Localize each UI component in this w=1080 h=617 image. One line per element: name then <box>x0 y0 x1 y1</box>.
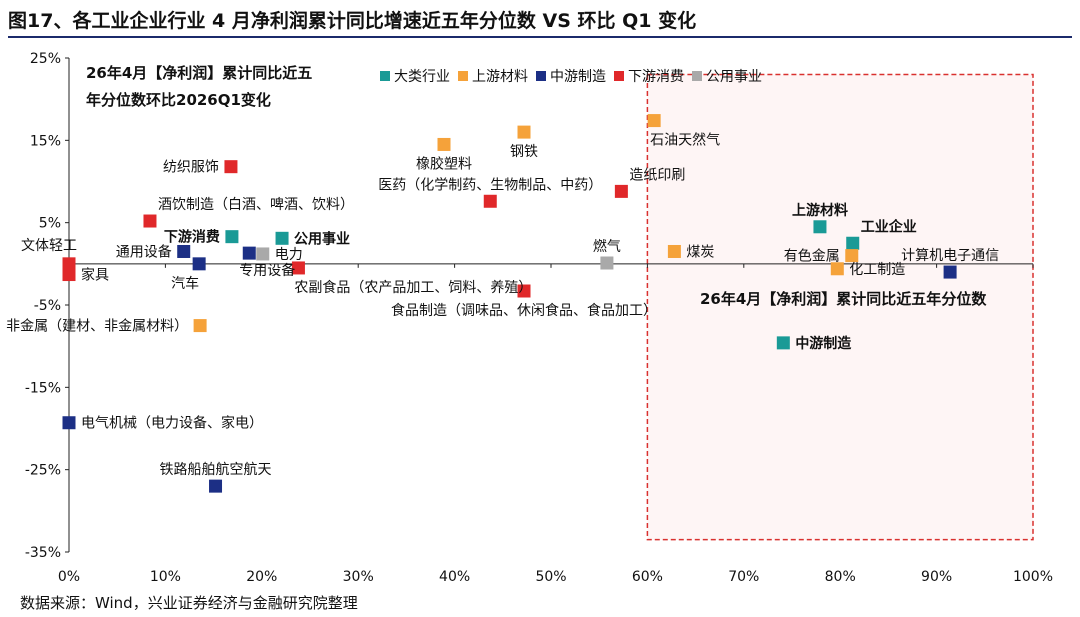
legend-item-utilities: 公用事业 <box>692 66 762 86</box>
legend: 大类行业 上游材料 中游制造 下游消费 公用事业 <box>380 66 762 86</box>
figure-title: 图17、各工业企业行业 4 月净利润累计同比增速近五年分位数 VS 环比 Q1 … <box>8 10 697 32</box>
chart-title-line2: 年分位数环比2026Q1变化 <box>86 91 271 109</box>
data-point <box>813 220 827 234</box>
x-tick-label: 20% <box>246 569 277 585</box>
x-tick-label: 70% <box>728 569 759 585</box>
x-tick-label: 10% <box>150 569 181 585</box>
x-tick-label: 80% <box>825 569 856 585</box>
data-label: 非金属（建材、非金属材料） <box>6 319 188 335</box>
data-label: 下游消费 <box>164 229 220 246</box>
data-point <box>143 214 157 228</box>
data-point <box>614 184 628 198</box>
legend-swatch-midstream <box>536 71 546 81</box>
data-label: 食品制造（调味品、休闲食品、食品加工） <box>391 302 657 319</box>
data-label: 医药（化学制药、生物制品、中药） <box>378 177 602 193</box>
x-tick-label: 100% <box>1013 569 1053 585</box>
data-label: 纺织服饰 <box>163 160 219 176</box>
legend-item-broad: 大类行业 <box>380 66 450 86</box>
legend-item-downstream: 下游消费 <box>614 66 684 86</box>
x-tick-label: 60% <box>632 569 663 585</box>
data-label: 专用设备 <box>239 262 295 279</box>
data-point <box>62 416 76 430</box>
y-tick-label: 15% <box>30 133 61 149</box>
data-label: 石油天然气 <box>650 132 720 149</box>
data-label: 中游制造 <box>795 335 851 352</box>
x-tick-label: 90% <box>921 569 952 585</box>
data-point <box>193 319 207 333</box>
data-label: 公用事业 <box>294 230 350 247</box>
data-point <box>483 194 497 208</box>
data-point <box>177 244 191 258</box>
data-label: 汽车 <box>171 275 199 292</box>
chart-title: 26年4月【净利润】累计同比近五 年分位数环比2026Q1变化 <box>86 60 366 114</box>
data-label: 计算机电子通信 <box>901 248 999 264</box>
legend-label-midstream: 中游制造 <box>550 69 606 85</box>
legend-item-upstream: 上游材料 <box>458 66 528 86</box>
data-point <box>192 257 206 271</box>
data-point <box>62 257 76 271</box>
data-point <box>275 231 289 245</box>
y-tick-label: -35% <box>25 545 61 561</box>
data-point <box>291 261 305 275</box>
data-point <box>846 236 860 250</box>
data-label: 煤炭 <box>686 244 714 260</box>
data-point <box>62 268 76 282</box>
x-tick-label: 0% <box>58 569 80 585</box>
data-point <box>242 246 256 260</box>
data-point <box>667 244 681 258</box>
data-label: 通用设备 <box>116 243 172 260</box>
title-rule <box>8 36 1072 38</box>
y-tick-label: -5% <box>34 298 61 314</box>
data-point <box>845 249 859 263</box>
highlight-region <box>646 73 1034 541</box>
legend-label-broad: 大类行业 <box>394 69 450 85</box>
data-label: 电力 <box>275 247 303 263</box>
data-point <box>256 247 270 261</box>
legend-swatch-upstream <box>458 71 468 81</box>
quadrant-label: 26年4月【净利润】累计同比近五年分位数 <box>700 290 987 308</box>
data-label: 农副食品（农产品加工、饲料、养殖） <box>294 279 532 296</box>
data-label: 燃气 <box>593 238 621 255</box>
data-point <box>647 114 661 128</box>
data-point <box>517 125 531 139</box>
data-point <box>943 265 957 279</box>
data-point <box>224 160 238 174</box>
data-label: 家具 <box>81 267 109 284</box>
chart-title-line1: 26年4月【净利润】累计同比近五 <box>86 64 313 82</box>
legend-swatch-utilities <box>692 71 702 81</box>
data-point <box>600 256 614 270</box>
data-point <box>437 137 451 151</box>
data-label: 铁路船舶航空航天 <box>160 462 272 478</box>
data-label: 橡胶塑料 <box>416 155 472 172</box>
y-tick-label: 5% <box>39 216 61 232</box>
data-label: 工业企业 <box>861 218 917 235</box>
data-point <box>225 230 239 244</box>
data-label: 酒饮制造（白酒、啤酒、饮料） <box>158 197 354 213</box>
legend-swatch-broad <box>380 71 390 81</box>
data-label: 化工制造 <box>849 262 905 278</box>
data-label: 有色金属 <box>784 248 840 265</box>
legend-item-midstream: 中游制造 <box>536 66 606 86</box>
data-label: 造纸印刷 <box>629 167 685 183</box>
data-label: 文体轻工 <box>21 238 77 254</box>
y-tick-label: -15% <box>25 380 61 396</box>
x-tick-label: 30% <box>343 569 374 585</box>
data-label: 钢铁 <box>510 144 538 160</box>
legend-swatch-downstream <box>614 71 624 81</box>
x-tick-label: 40% <box>439 569 470 585</box>
y-tick-label: -25% <box>25 463 61 479</box>
data-point <box>517 284 531 298</box>
data-point <box>830 262 844 276</box>
legend-label-downstream: 下游消费 <box>628 69 684 85</box>
x-tick-label: 50% <box>535 569 566 585</box>
legend-label-upstream: 上游材料 <box>472 69 528 85</box>
legend-label-utilities: 公用事业 <box>706 69 762 85</box>
data-label: 上游材料 <box>792 202 848 219</box>
y-tick-label: 25% <box>30 51 61 67</box>
data-point <box>776 336 790 350</box>
data-label: 电气机械（电力设备、家电） <box>81 415 263 432</box>
data-point <box>209 479 223 493</box>
source-note: 数据来源：Wind，兴业证券经济与金融研究院整理 <box>20 594 358 612</box>
